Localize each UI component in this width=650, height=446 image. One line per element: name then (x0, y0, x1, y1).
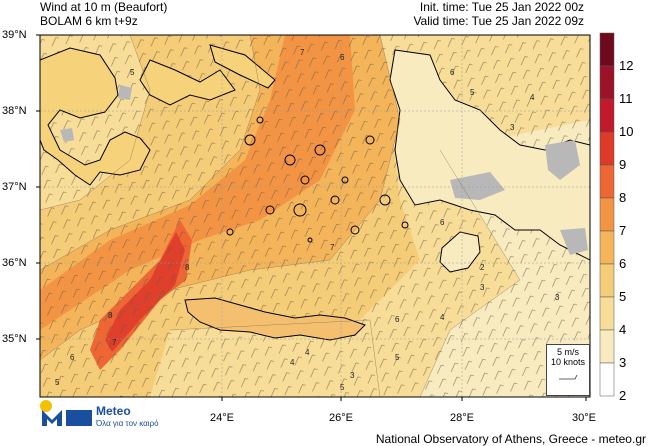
colorbar-swatch (599, 197, 615, 232)
lat-label: 38°N (2, 105, 27, 117)
evia (209, 44, 276, 89)
colorbar-swatch (599, 65, 615, 100)
colorbar-label: 11 (619, 91, 633, 106)
colorbar-swatch (599, 263, 615, 298)
contour-label: 3 (480, 283, 485, 292)
colorbar-label: 3 (619, 355, 627, 370)
turkey-coast (389, 49, 590, 261)
contour-label: 6 (450, 68, 455, 77)
legend-knots: 10 knots (550, 357, 586, 367)
coastlines (40, 44, 590, 341)
contour-label: 8 (108, 311, 113, 320)
model-label: BOLAM 6 km t+9z (40, 14, 138, 28)
lat-label: 39°N (2, 29, 27, 41)
colorbar-swatch (599, 296, 615, 331)
lon-label: 26°E (329, 412, 353, 424)
contour-label: 3 (510, 123, 515, 132)
meteo-logo (40, 400, 92, 426)
contours (40, 35, 521, 397)
lat-label: 37°N (2, 181, 27, 193)
logo-name: Meteo (96, 404, 131, 418)
sun-icon (40, 400, 52, 412)
colorbar-label: 6 (619, 256, 627, 271)
mainland-greece (40, 47, 151, 186)
lon-label: 30°E (572, 412, 596, 424)
colorbar-swatch (599, 362, 615, 397)
colorbar-label: 12 (619, 58, 634, 73)
map-title: Wind at 10 m (Beaufort) (40, 0, 168, 14)
colorbar-swatch (599, 32, 615, 67)
header-left: Wind at 10 m (Beaufort) BOLAM 6 km t+9z (40, 0, 167, 28)
terrain-mask (60, 85, 588, 255)
contour-label: 4 (305, 348, 310, 357)
lon-label: 24°E (210, 412, 234, 424)
header-right: Init. time: Tue 25 Jan 2022 00z Valid ti… (413, 0, 584, 28)
contour-label: 6 (70, 353, 75, 362)
legend-ms: 5 m/s (556, 347, 579, 357)
contour-label: 6 (395, 315, 400, 324)
colorbar-label: 5 (619, 289, 627, 304)
contour-label: 4 (290, 358, 295, 367)
contour-label: 7 (330, 243, 335, 252)
contour-label: 7 (112, 338, 117, 347)
colorbar-label: 10 (619, 124, 634, 139)
contour-label: 7 (300, 48, 305, 57)
colorbar-swatch (599, 329, 615, 364)
contour-label: 3 (350, 371, 355, 380)
rhodes (439, 231, 481, 273)
contour-label: 5 (340, 383, 345, 392)
contour-label: 8 (185, 263, 190, 272)
contour-label: 6 (440, 218, 445, 227)
contour-label: 5 (55, 378, 60, 387)
colorbar-label: 7 (619, 223, 627, 238)
grid (40, 35, 590, 397)
lat-label: 36°N (2, 257, 27, 269)
contour-label: 5 (470, 88, 475, 97)
contour-label: 3 (555, 293, 560, 302)
contour-label: 5 (130, 68, 135, 77)
colorbar-label: 4 (619, 322, 627, 337)
vector-legend: 5 m/s 10 knots (546, 344, 590, 396)
colorbar-label: 8 (619, 190, 627, 205)
colorbar-swatch (599, 164, 615, 199)
colorbar-swatch (599, 131, 615, 166)
attica (139, 59, 236, 106)
footer-credit: National Observatory of Athens, Greece -… (375, 432, 646, 446)
valid-time: Valid time: Tue 25 Jan 2022 09z (413, 14, 584, 28)
contour-label: 4 (530, 93, 535, 102)
legend-barb-icon (559, 374, 578, 380)
colorbar-label: 9 (619, 157, 627, 172)
contour-label: 6 (340, 53, 345, 62)
logo-tagline: Όλα για τον καιρό (96, 419, 159, 428)
colorbar (599, 32, 615, 397)
colorbar-label: 2 (619, 388, 627, 403)
init-time: Init. time: Tue 25 Jan 2022 00z (419, 0, 584, 14)
crete (184, 297, 366, 341)
lat-label: 35°N (2, 333, 27, 345)
m-logo-icon (42, 410, 62, 426)
contour-label: 4 (440, 313, 445, 322)
colorbar-swatch (599, 98, 615, 133)
lon-label: 28°E (450, 412, 474, 424)
map-frame (39, 34, 591, 398)
colorbar-swatch (599, 230, 615, 265)
contour-label: 5 (395, 353, 400, 362)
contour-label: 2 (480, 263, 485, 272)
